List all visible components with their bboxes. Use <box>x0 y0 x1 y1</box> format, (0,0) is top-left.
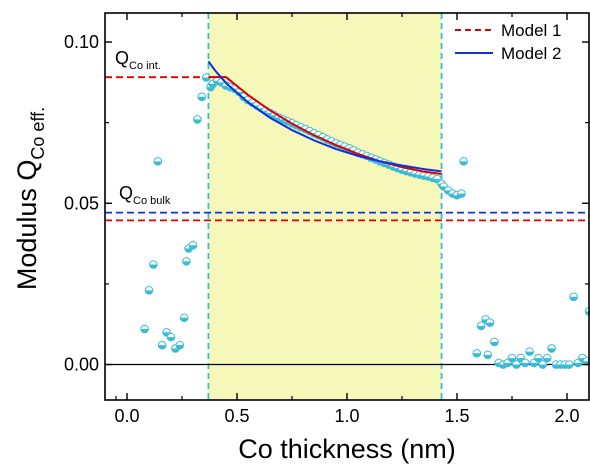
data-point <box>179 313 189 323</box>
data-point-fill <box>182 261 191 266</box>
y-axis-title-subscript: Co eff. <box>28 107 48 160</box>
data-point <box>144 286 154 295</box>
data-point-fill <box>521 362 529 367</box>
data-point <box>483 350 493 360</box>
data-point <box>485 318 495 327</box>
annotation-subscript: Co bulk <box>133 195 171 207</box>
data-point <box>188 240 198 250</box>
data-point-fill <box>193 119 202 124</box>
data-point-fill <box>530 362 538 367</box>
data-point-fill <box>209 83 217 88</box>
data-point-fill <box>503 362 512 367</box>
data-point <box>459 157 468 166</box>
data-point-fill <box>565 364 573 369</box>
data-point <box>166 332 176 342</box>
annotation-main: Q <box>115 48 129 68</box>
x-tick-label: 0.0 <box>114 406 139 426</box>
data-point-fill <box>198 96 206 101</box>
annotation-main: Q <box>119 183 133 203</box>
x-tick-label: 0.5 <box>224 406 249 426</box>
data-point <box>153 157 163 166</box>
data-point <box>140 324 149 334</box>
data-point <box>149 260 158 269</box>
model-1-curve <box>208 76 442 175</box>
shaded-region <box>208 13 442 400</box>
legend-label: Model 2 <box>501 44 561 63</box>
data-point-fill <box>569 296 578 301</box>
data-point <box>457 189 466 198</box>
data-point-fill <box>574 362 582 367</box>
data-point-fill <box>145 290 153 295</box>
annotation-label: QCo int. <box>115 48 161 72</box>
data-point <box>476 321 486 331</box>
data-point <box>520 358 530 368</box>
y-tick-label: 0.10 <box>64 32 99 52</box>
model-2-curve <box>207 60 442 173</box>
data-point <box>490 337 499 347</box>
data-point-fill <box>543 358 551 362</box>
data-point <box>547 344 556 353</box>
data-point-fill <box>189 245 197 250</box>
data-point-fill <box>525 351 534 356</box>
y-axis-title: Modulus QCo eff. <box>12 107 48 290</box>
data-point <box>525 347 534 356</box>
y-axis-title-main: Modulus Q <box>12 160 42 291</box>
data-point-fill <box>490 341 499 346</box>
data-point-fill <box>473 353 481 358</box>
data-point-fill <box>512 364 521 369</box>
data-point <box>538 360 548 369</box>
data-point-fill <box>180 317 188 322</box>
data-point-fill <box>149 264 158 269</box>
data-point <box>534 353 543 363</box>
data-point <box>182 257 191 266</box>
data-point <box>193 115 202 124</box>
x-axis-title: Co thickness (nm) <box>238 434 456 464</box>
data-point-fill <box>184 248 193 253</box>
data-point <box>157 340 167 350</box>
data-point <box>503 358 512 368</box>
data-point-fill <box>176 345 184 349</box>
x-tick-label: 2.0 <box>554 406 579 426</box>
data-point <box>472 348 482 358</box>
y-tick-label: 0.00 <box>64 355 99 375</box>
data-point <box>512 360 521 369</box>
annotation-label: QCo bulk <box>119 183 171 207</box>
data-point-fill <box>534 358 543 362</box>
legend-label: Model 1 <box>501 21 561 40</box>
data-point-fill <box>171 348 180 353</box>
data-point <box>507 353 517 363</box>
data-point-fill <box>158 345 166 349</box>
data-point <box>569 292 578 302</box>
data-point-fill <box>547 348 556 353</box>
x-tick-label: 1.0 <box>334 406 359 426</box>
data-point-fill <box>457 193 466 198</box>
data-point-fill <box>477 325 485 330</box>
data-point-fill <box>154 161 162 166</box>
x-tick-label: 1.5 <box>444 406 469 426</box>
annotation-subscript: Co int. <box>129 60 161 72</box>
data-point <box>542 353 552 363</box>
data-point <box>175 340 185 350</box>
data-point <box>564 360 574 369</box>
data-point-fill <box>167 337 175 341</box>
y-tick-label: 0.05 <box>64 193 99 213</box>
data-point-fill <box>140 329 149 333</box>
data-point-fill <box>486 322 494 327</box>
data-point-fill <box>508 358 516 362</box>
data-point-fill <box>539 364 547 369</box>
data-point <box>197 92 207 102</box>
data-point-fill <box>484 354 492 359</box>
data-point-fill <box>459 161 468 166</box>
data-point-fill <box>202 77 210 82</box>
